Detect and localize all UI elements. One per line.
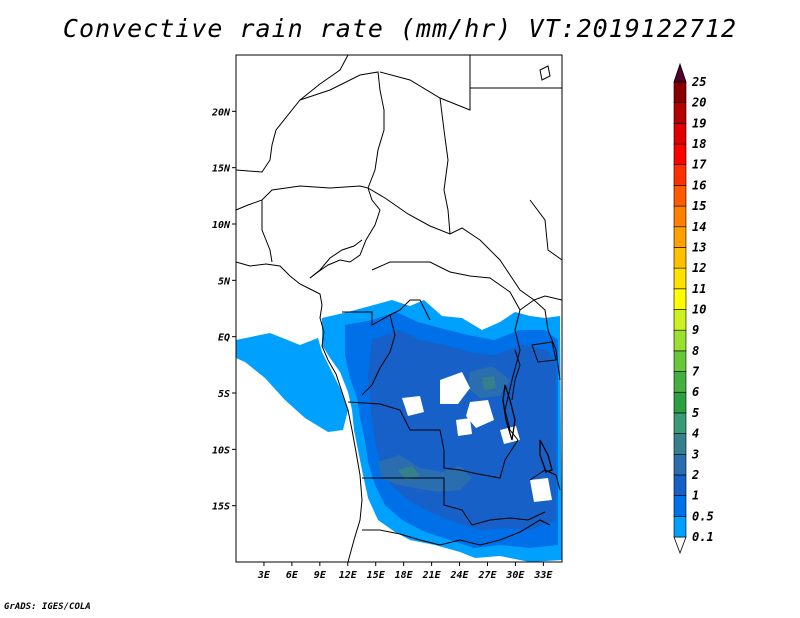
colorbar-label: 6 [692,385,699,399]
lon-tick-label: 15E [367,570,386,581]
colorbar-segment [673,433,687,455]
colorbar-segment [673,350,687,372]
colorbar-label: 0.1 [692,530,714,544]
colorbar-segment [673,205,687,228]
colorbar-segment [673,164,687,186]
colorbar-segment [673,123,687,145]
colorbar-label: 5 [692,406,699,420]
colorbar-label: 11 [692,282,706,296]
colorbar-segment [673,391,687,414]
lon-tick-label: 30E [505,570,525,581]
colorbar-label: 16 [692,178,706,192]
lat-tick-label: 15S [212,502,230,513]
colorbar-segment [673,143,687,166]
lat-tick-label: 5N [218,276,231,287]
lat-tick-label: 10N [212,220,231,231]
map-frame [235,54,563,563]
lat-tick-label: EQ [218,333,230,344]
colorbar-label: 10 [692,303,706,317]
colorbar-segment [673,247,687,269]
colorbar-segment [673,329,687,352]
colorbar-low-triangle [673,536,687,555]
footer-credit: GrADS: IGES/COLA [4,602,91,612]
map-title: Convective rain rate (mm/hr) VT:20191227… [62,14,738,43]
colorbar-segment [673,226,687,248]
lon-tick-label: 9E [314,570,327,581]
lon-tick-label: 6E [286,570,299,581]
colorbar-segment [673,495,687,517]
colorbar-segment [673,185,687,207]
lon-tick-label: 24E [450,570,470,581]
colorbar-label: 25 [691,75,706,89]
colorbar-segment [673,412,687,434]
rain-field [236,300,562,562]
longitude-axis: 3E 6E 9E 12E 15E 18E 21E 24E 27E 30E 33E [257,562,553,581]
colorbar-segment [673,309,687,331]
colorbar-label: 3 [691,447,699,461]
lat-tick-label: 10S [212,445,230,456]
lon-tick-label: 33E [533,570,553,581]
lon-tick-label: 3E [257,570,271,581]
colorbar-segment [673,516,687,538]
colorbar-segment [673,453,687,476]
colorbar-label: 13 [692,240,706,254]
colorbar-segment [673,371,687,393]
colorbar-label: 8 [692,344,699,358]
lon-tick-label: 27E [477,570,497,581]
latitude-axis: 20N 15N 10N 5N EQ 5S 10S 15S [211,107,236,513]
colorbar-label: 19 [692,116,706,130]
colorbar-segment [673,267,687,290]
lon-tick-label: 21E [422,570,442,581]
lat-tick-label: 5S [218,389,230,400]
colorbar-label: 15 [692,199,706,213]
lat-tick-label: 15N [212,164,231,175]
colorbar-segment [673,102,687,124]
colorbar-label: 0.5 [692,509,714,523]
lat-tick-label: 20N [211,107,231,118]
colorbar-label: 2 [691,468,699,482]
colorbar-label: 20 [691,96,706,110]
colorbar-label: 17 [692,158,707,172]
colorbar-segment [673,288,687,310]
colorbar-label: 14 [692,220,706,234]
colorbar-label: 18 [692,137,706,151]
colorbar-label: 9 [692,323,699,337]
lon-tick-label: 12E [339,570,358,581]
colorbar-label: 1 [692,489,699,503]
lon-tick-label: 18E [395,570,414,581]
colorbar-label: 12 [692,261,706,275]
colorbar-segment [673,474,687,496]
colorbar-segment [673,81,687,103]
colorbar-label: 4 [692,427,699,441]
colorbar-high-triangle [673,62,687,83]
colorbar-label: 7 [692,365,700,379]
